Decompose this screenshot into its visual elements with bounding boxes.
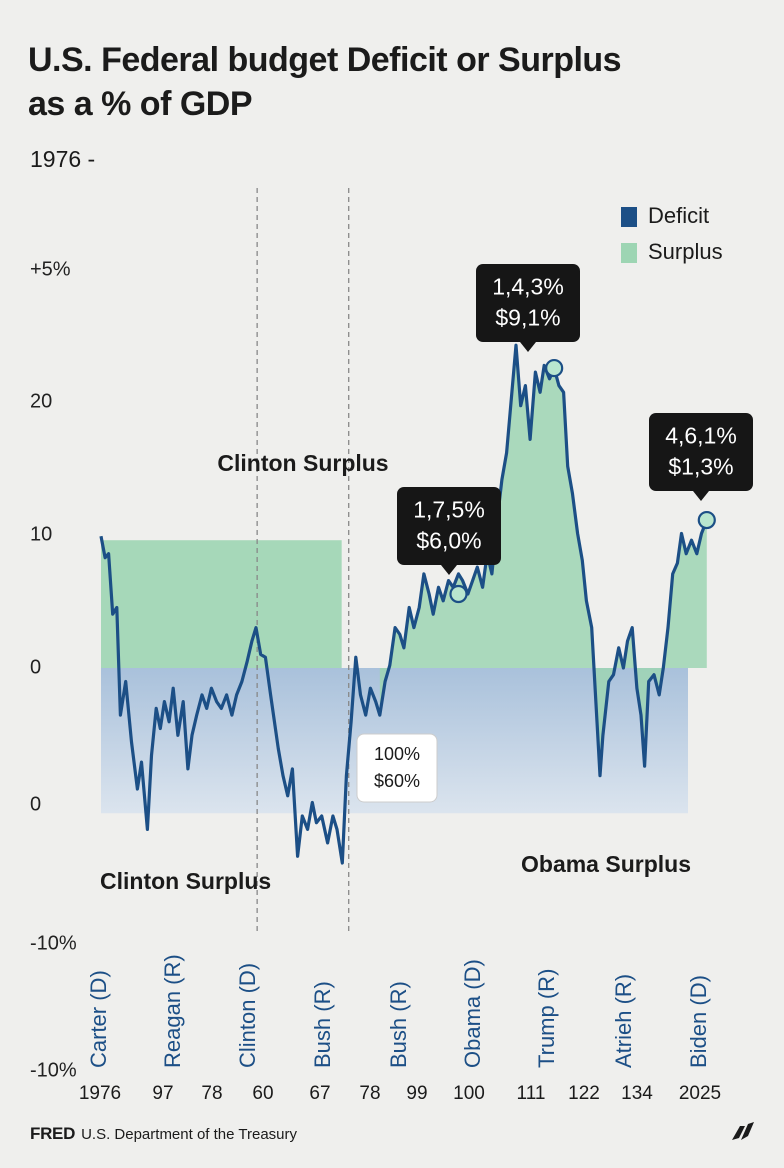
- x-tick-label: 122: [568, 1083, 600, 1104]
- x-tick-label: 1976: [79, 1083, 121, 1104]
- y-tick-label: 0: [30, 793, 41, 815]
- president-label: Obama (D): [460, 959, 485, 1068]
- callout-line1: 1,7,5%: [413, 496, 485, 522]
- callout-marker: [449, 584, 468, 604]
- president-label: Bush (R): [310, 981, 335, 1068]
- callout-line1: 1,4,3%: [492, 273, 564, 299]
- president-label: Reagan (R): [160, 954, 185, 1068]
- y-tick-label: 20: [30, 390, 52, 412]
- region-label: Clinton Surplus: [100, 868, 271, 894]
- x-tick-label: 67: [309, 1083, 330, 1104]
- callout-box: [476, 264, 580, 342]
- x-tick-label: 111: [517, 1083, 546, 1104]
- y-tick-label: 0: [30, 656, 41, 678]
- region-label: Obama Surplus: [521, 851, 691, 877]
- y-tick-label: 10: [30, 523, 52, 545]
- callout-pointer: [693, 491, 709, 501]
- chart-subtitle: 1976 -: [30, 146, 96, 172]
- y-tick-label: -10%: [30, 1059, 77, 1081]
- president-label: Atrieh (R): [611, 974, 636, 1068]
- share-icon[interactable]: [728, 1116, 758, 1146]
- x-tick-label: 100: [453, 1083, 485, 1104]
- callout-line2: $1,3%: [668, 453, 733, 479]
- president-label: Carter (D): [86, 970, 111, 1068]
- callout-line2: $6,0%: [416, 527, 481, 553]
- callout-line1: 4,6,1%: [665, 422, 737, 448]
- budget-line: [99, 343, 709, 865]
- surplus-area: [379, 345, 707, 776]
- source-text: U.S. Department of the Treasury: [81, 1126, 298, 1143]
- callout-box: [649, 413, 753, 491]
- callout-marker: [545, 358, 564, 378]
- callout-pointer: [520, 342, 536, 352]
- callout-line2: $9,1%: [495, 304, 560, 330]
- y-tick-label: +5%: [30, 258, 71, 280]
- legend-swatch: [621, 207, 637, 227]
- chart-title: U.S. Federal budget Deficit or Surplus a…: [28, 41, 622, 123]
- x-tick-label: 97: [152, 1083, 173, 1104]
- x-tick-label: 60: [252, 1083, 273, 1104]
- x-tick-label: 78: [201, 1083, 222, 1104]
- legend-label: Deficit: [648, 203, 709, 228]
- callout-line1: 100%: [374, 744, 420, 764]
- callout-marker: [697, 510, 716, 530]
- callout-box: [397, 487, 501, 565]
- president-label: Clinton (D): [235, 963, 260, 1068]
- y-tick-label: -10%: [30, 932, 77, 954]
- x-tick-label: 78: [359, 1083, 380, 1104]
- president-label: Trump (R): [534, 969, 559, 1068]
- fred-logo: FRED: [30, 1124, 76, 1143]
- surplus-band: [101, 540, 342, 668]
- callout-line2: $60%: [374, 771, 420, 791]
- region-label: Clinton Surplus: [217, 450, 388, 476]
- legend-label: Surplus: [648, 239, 723, 264]
- x-tick-label: 134: [621, 1083, 653, 1104]
- x-tick-label: 2025: [679, 1083, 721, 1104]
- x-tick-label: 99: [406, 1083, 427, 1104]
- president-label: Bush (R): [386, 981, 411, 1068]
- source-footer: FRED U.S. Department of the Treasury: [30, 1124, 297, 1144]
- callout-box: [356, 733, 438, 803]
- legend-swatch: [621, 243, 637, 263]
- callout-pointer: [441, 565, 457, 575]
- president-label: Biden (D): [686, 975, 711, 1068]
